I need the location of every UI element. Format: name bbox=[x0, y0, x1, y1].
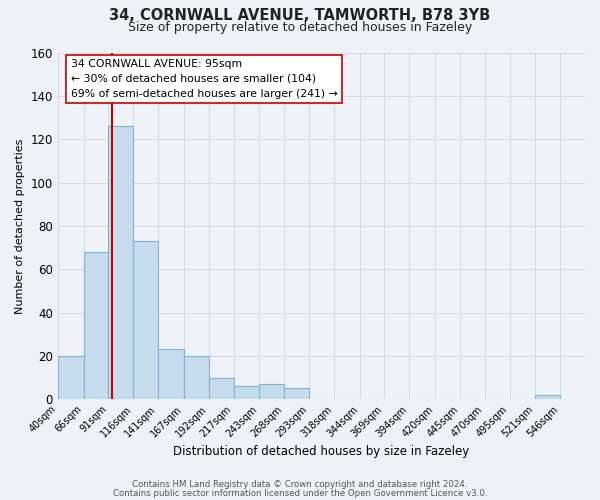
Bar bbox=[109, 126, 133, 399]
Bar bbox=[158, 350, 184, 399]
Bar bbox=[259, 384, 284, 399]
Text: 34 CORNWALL AVENUE: 95sqm
← 30% of detached houses are smaller (104)
69% of semi: 34 CORNWALL AVENUE: 95sqm ← 30% of detac… bbox=[71, 59, 337, 98]
Bar bbox=[535, 395, 560, 399]
Bar bbox=[133, 241, 158, 399]
Text: Contains public sector information licensed under the Open Government Licence v3: Contains public sector information licen… bbox=[113, 488, 487, 498]
Bar bbox=[233, 386, 259, 399]
Bar bbox=[58, 356, 83, 399]
Bar bbox=[83, 252, 109, 399]
Text: Size of property relative to detached houses in Fazeley: Size of property relative to detached ho… bbox=[128, 21, 472, 34]
Y-axis label: Number of detached properties: Number of detached properties bbox=[15, 138, 25, 314]
Text: Contains HM Land Registry data © Crown copyright and database right 2024.: Contains HM Land Registry data © Crown c… bbox=[132, 480, 468, 489]
Bar bbox=[284, 388, 309, 399]
Bar bbox=[184, 356, 209, 399]
X-axis label: Distribution of detached houses by size in Fazeley: Distribution of detached houses by size … bbox=[173, 444, 470, 458]
Text: 34, CORNWALL AVENUE, TAMWORTH, B78 3YB: 34, CORNWALL AVENUE, TAMWORTH, B78 3YB bbox=[109, 8, 491, 22]
Bar bbox=[209, 378, 233, 399]
